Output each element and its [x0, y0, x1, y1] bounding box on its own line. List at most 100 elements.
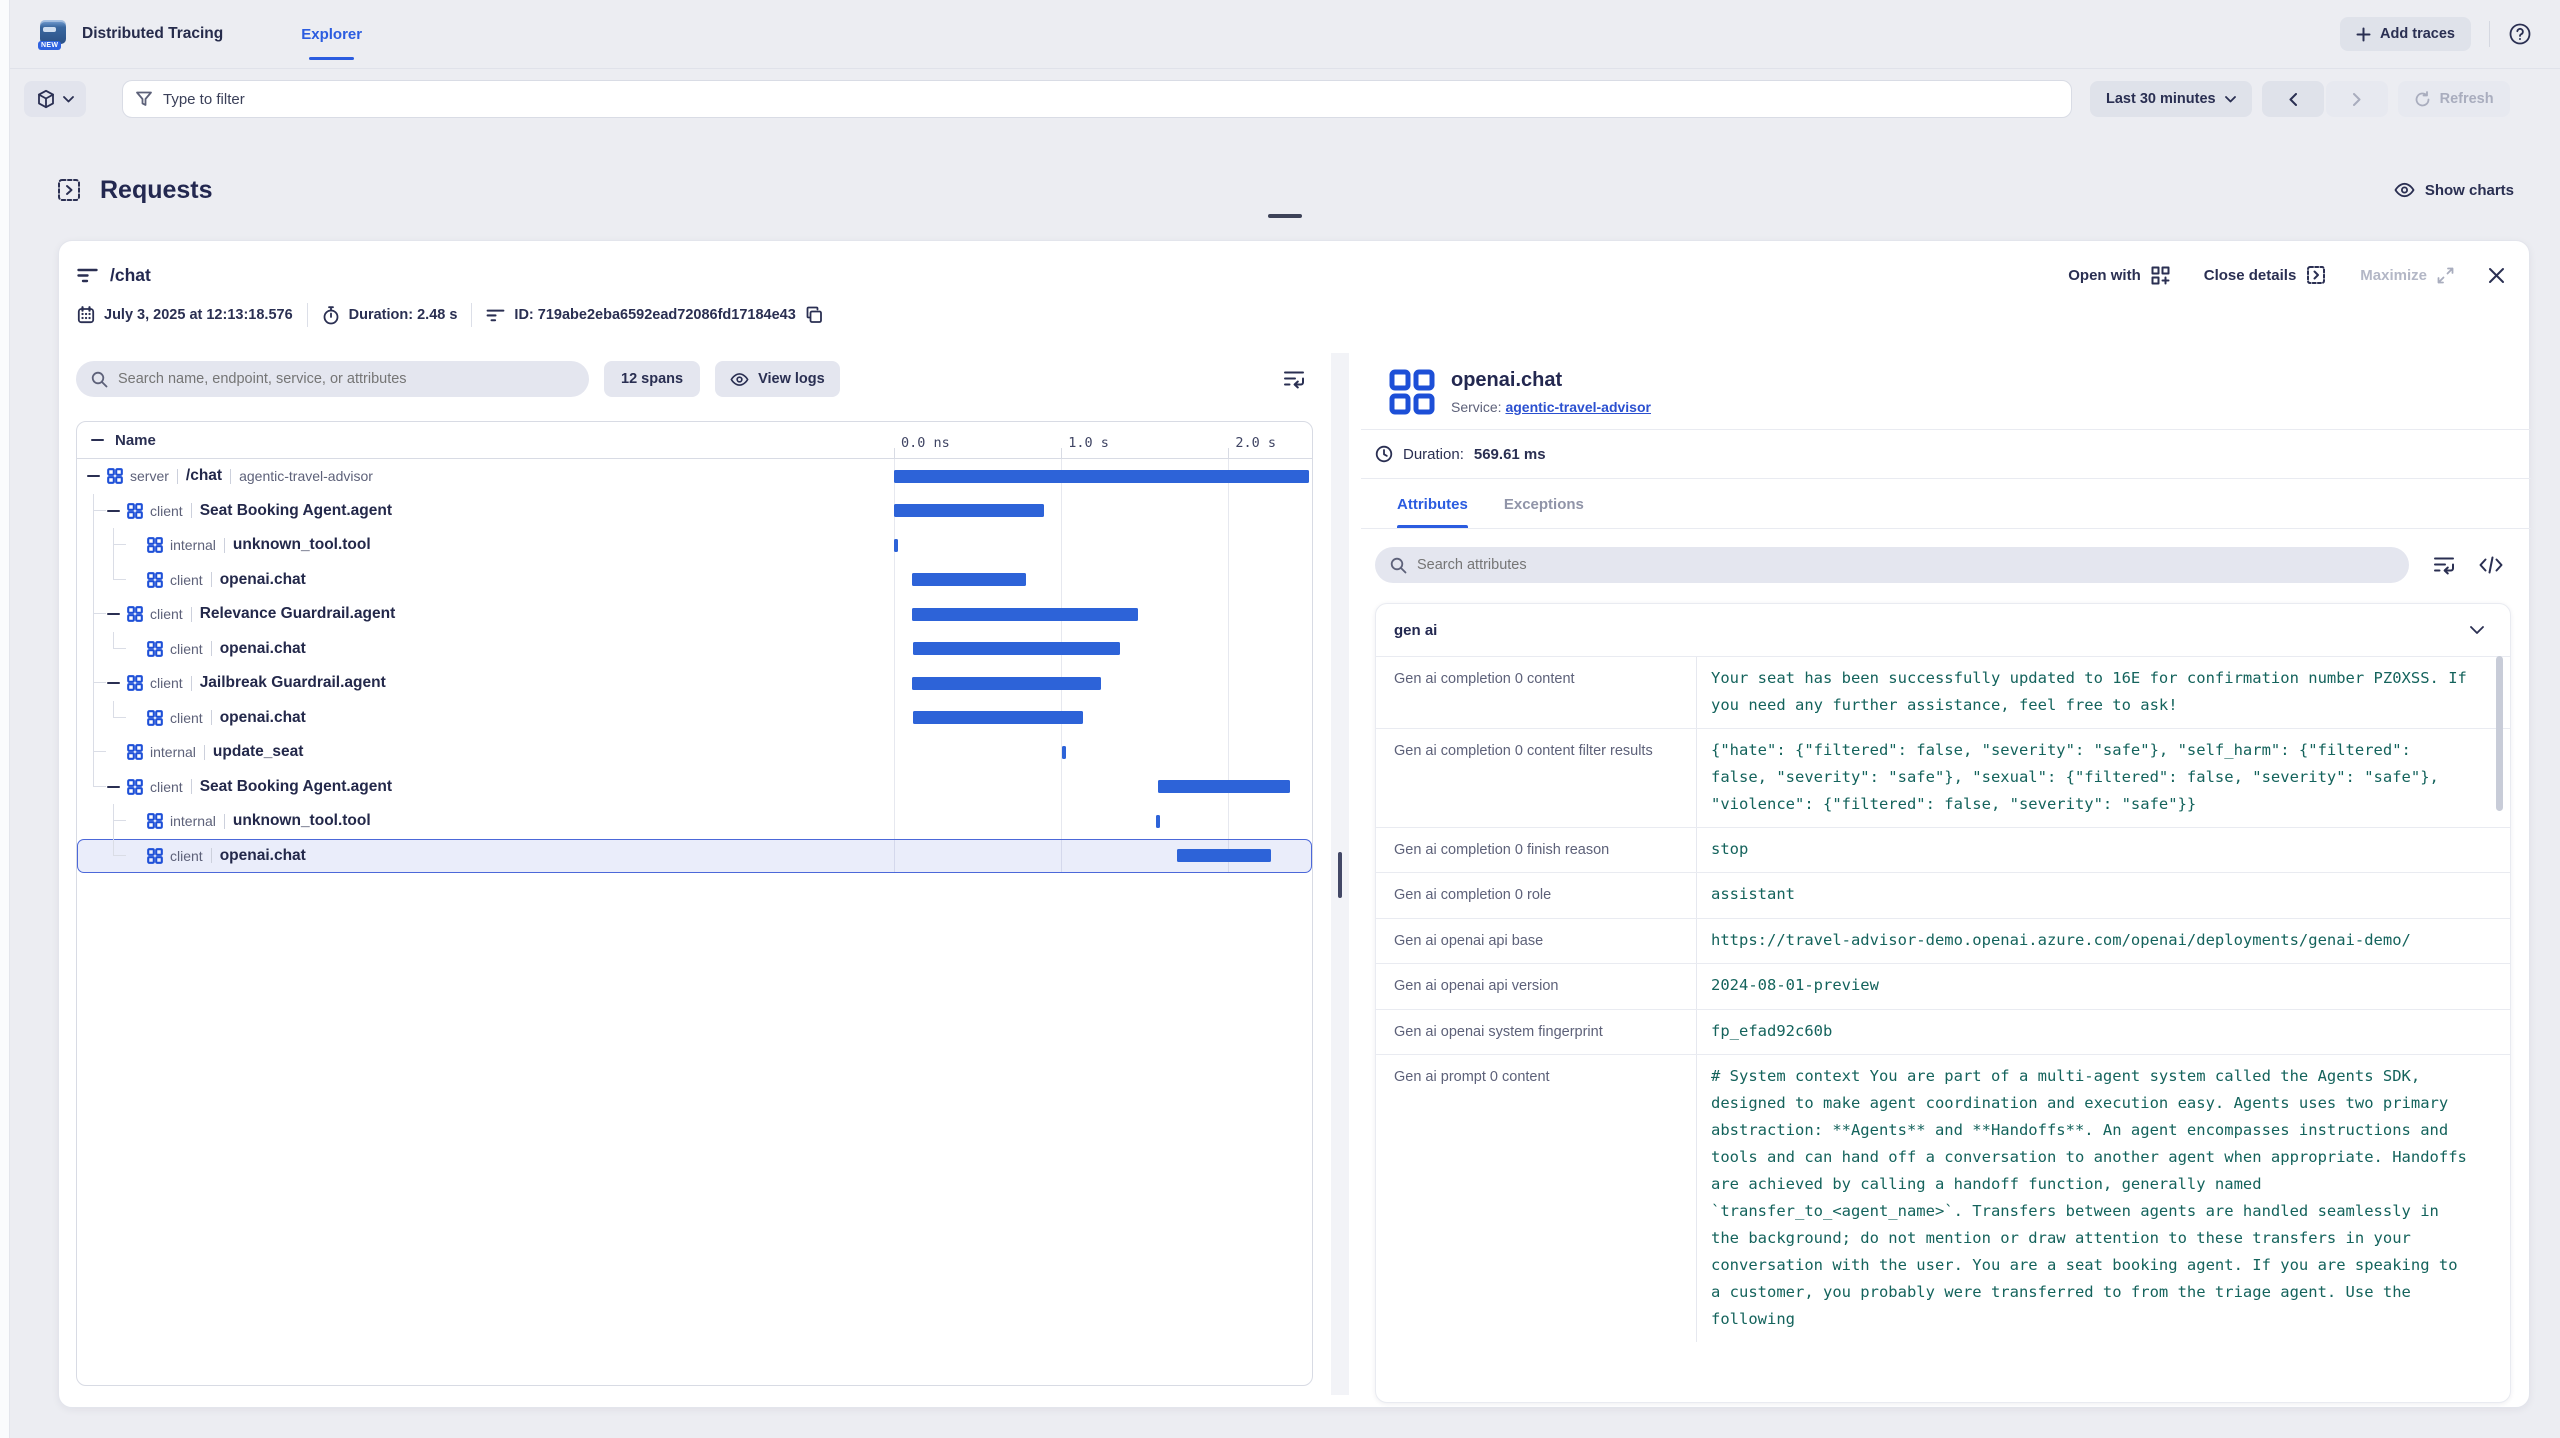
- span-kind-grid-icon: [127, 744, 143, 760]
- span-duration-bar: [1177, 849, 1271, 862]
- close-icon[interactable]: [2488, 267, 2505, 284]
- tree-elbow: [113, 701, 126, 718]
- collapse-spans-icon[interactable]: [1283, 369, 1305, 389]
- collapse-toggle[interactable]: [107, 510, 120, 512]
- left-edge-strip: [0, 0, 10, 1438]
- code-view-icon[interactable]: [2479, 556, 2503, 574]
- new-badge: NEW: [38, 41, 61, 50]
- span-row[interactable]: clientSeat Booking Agent.agent: [77, 494, 1312, 529]
- attribute-row: Gen ai openai api basehttps://travel-adv…: [1376, 918, 2510, 963]
- span-name: unknown_tool.tool: [233, 536, 371, 554]
- refresh-button[interactable]: Refresh: [2398, 81, 2510, 117]
- open-with-grid-icon: [2151, 266, 2170, 285]
- span-duration-bar: [1158, 780, 1290, 793]
- span-table: Name 0.0 ns1.0 s2.0 s server/chatagentic…: [76, 421, 1313, 1386]
- span-row[interactable]: internalupdate_seat: [77, 735, 1312, 770]
- span-kind: client: [150, 675, 183, 691]
- attributes-table: Gen ai completion 0 contentYour seat has…: [1376, 656, 2510, 1342]
- tab-exceptions[interactable]: Exceptions: [1504, 496, 1584, 528]
- app-title: Distributed Tracing: [82, 25, 223, 43]
- add-traces-button[interactable]: Add traces: [2340, 17, 2471, 51]
- spans-search-wrap: [76, 361, 589, 397]
- span-name: openai.chat: [220, 571, 306, 589]
- attribute-row: Gen ai completion 0 roleassistant: [1376, 872, 2510, 917]
- gen-ai-section-title: gen ai: [1394, 622, 1437, 639]
- calendar-icon: [77, 306, 95, 324]
- span-name: /chat: [186, 467, 222, 485]
- eye-icon: [2394, 182, 2415, 198]
- span-row[interactable]: internalunknown_tool.tool: [77, 804, 1312, 839]
- collapse-toggle[interactable]: [107, 682, 120, 684]
- span-kind-grid-icon: [107, 468, 123, 484]
- filter-input-wrap: [122, 80, 2072, 118]
- attribute-value: fp_efad92c60b: [1696, 1010, 2510, 1054]
- attribute-value: # System context You are part of a multi…: [1696, 1055, 2510, 1342]
- panel-resizer-handle[interactable]: [1338, 852, 1342, 898]
- view-logs-button[interactable]: View logs: [715, 361, 840, 397]
- span-duration-bar: [1156, 815, 1160, 828]
- tree-elbow: [93, 597, 106, 614]
- collapse-toggle[interactable]: [87, 475, 100, 477]
- collapse-toggle[interactable]: [107, 786, 120, 788]
- attributes-search-input[interactable]: [1417, 557, 2394, 573]
- plus-icon: [2356, 27, 2371, 42]
- collapse-attributes-icon[interactable]: [2433, 555, 2455, 575]
- service-link[interactable]: agentic-travel-advisor: [1505, 399, 1651, 415]
- close-details-button[interactable]: Close details: [2204, 265, 2327, 285]
- search-icon: [1390, 557, 1407, 574]
- time-back-button[interactable]: [2262, 81, 2324, 117]
- tab-explorer[interactable]: Explorer: [301, 26, 362, 43]
- chevron-down-icon: [63, 96, 74, 103]
- span-kind: client: [170, 710, 203, 726]
- span-duration-bar: [912, 608, 1138, 621]
- tree-elbow: [113, 632, 126, 649]
- gen-ai-section-header[interactable]: gen ai: [1376, 604, 2510, 656]
- span-kind: internal: [170, 537, 216, 553]
- span-row[interactable]: clientopenai.chat: [77, 839, 1312, 874]
- span-duration-bar: [894, 470, 1309, 483]
- span-row[interactable]: server/chatagentic-travel-advisor: [77, 459, 1312, 494]
- collapse-toggle[interactable]: [107, 613, 120, 615]
- time-range-button[interactable]: Last 30 minutes: [2090, 81, 2252, 117]
- span-count-badge: 12 spans: [604, 361, 700, 397]
- span-row[interactable]: clientRelevance Guardrail.agent: [77, 597, 1312, 632]
- attribute-key: Gen ai completion 0 content: [1376, 657, 1696, 728]
- span-kind-grid-icon: [147, 848, 163, 864]
- copy-icon[interactable]: [805, 306, 823, 324]
- span-kind: client: [150, 503, 183, 519]
- attribute-value: https://travel-advisor-demo.openai.azure…: [1696, 919, 2510, 963]
- attribute-key: Gen ai prompt 0 content: [1376, 1055, 1696, 1342]
- span-row[interactable]: internal unknown_tool.tool: [77, 528, 1312, 563]
- span-kind-grid-icon: [147, 641, 163, 657]
- span-row[interactable]: clientSeat Booking Agent.agent: [77, 770, 1312, 805]
- span-kind-grid-icon: [147, 572, 163, 588]
- time-forward-button[interactable]: [2326, 81, 2388, 117]
- show-charts-label: Show charts: [2425, 182, 2514, 199]
- span-kind-grid-icon: [127, 779, 143, 795]
- details-scrollbar-thumb[interactable]: [2496, 656, 2503, 811]
- spans-search-input[interactable]: [118, 371, 574, 387]
- span-name: Relevance Guardrail.agent: [200, 605, 396, 623]
- maximize-button[interactable]: Maximize: [2360, 267, 2454, 284]
- collapse-all-toggle[interactable]: [91, 439, 104, 441]
- span-rows: server/chatagentic-travel-advisorclientS…: [77, 459, 1312, 873]
- axis-tick: [1228, 448, 1229, 458]
- show-charts-button[interactable]: Show charts: [2394, 182, 2514, 199]
- help-icon[interactable]: [2508, 22, 2532, 46]
- span-kind: internal: [150, 744, 196, 760]
- tab-attributes[interactable]: Attributes: [1397, 496, 1468, 528]
- open-with-button[interactable]: Open with: [2068, 266, 2170, 285]
- close-details-label: Close details: [2204, 267, 2297, 284]
- filter-input[interactable]: [163, 91, 2059, 108]
- span-kind: internal: [170, 813, 216, 829]
- attribute-row: Gen ai openai system fingerprintfp_efad9…: [1376, 1009, 2510, 1054]
- chevron-down-icon[interactable]: [2470, 626, 2484, 635]
- span-row[interactable]: clientopenai.chat: [77, 632, 1312, 667]
- span-row[interactable]: clientopenai.chat: [77, 563, 1312, 598]
- section-resize-handle[interactable]: [1268, 214, 1302, 218]
- duration-label: Duration:: [1403, 446, 1464, 463]
- search-icon: [91, 371, 108, 388]
- span-row[interactable]: clientopenai.chat: [77, 701, 1312, 736]
- span-row[interactable]: clientJailbreak Guardrail.agent: [77, 666, 1312, 701]
- scope-selector-button[interactable]: [24, 81, 86, 117]
